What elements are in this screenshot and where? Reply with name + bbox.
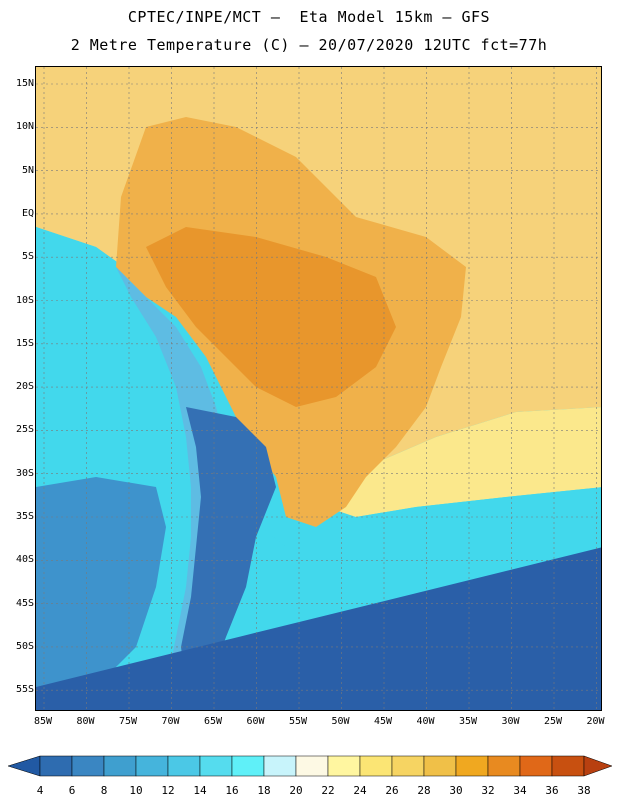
colorbar-tick-label: 36 [545,784,559,797]
lon-label: 70W [161,716,180,727]
colorbar-tick-label: 18 [257,784,271,797]
lon-label: 80W [76,716,95,727]
lat-label: 5N [21,164,34,176]
cool-ocean-band [36,477,166,687]
lat-label: 45S [15,597,34,609]
colorbar-swatch [455,755,489,777]
colorbar-swatch [487,755,521,777]
colorbar-tick-label: 4 [36,784,44,797]
colorbar-tick-label: 26 [385,784,399,797]
colorbar-swatch [391,755,425,777]
lon-label: 60W [246,716,265,727]
lat-label: 30S [15,467,34,479]
colorbar-swatch [295,755,329,777]
colorbar-tick-label: 38 [577,784,591,797]
colorbar-swatch [519,755,553,777]
colorbar-tick-label: 14 [193,784,207,797]
lat-label: 15N [15,78,34,89]
temperature-map [36,67,601,710]
colorbar-swatch [359,755,393,777]
colorbar-swatch [423,755,457,777]
colorbar-min-arrow [7,755,41,777]
colorbar-swatch [231,755,265,777]
colorbar-swatch [135,755,169,777]
warm-ocean-band [326,407,601,517]
lat-label: EQ [21,207,34,219]
temperature-colorbar [7,755,613,777]
lat-label: 25S [15,424,34,436]
lon-label: 35W [458,716,478,727]
colorbar-tick-label: 34 [513,784,527,797]
lon-label: 45W [373,716,393,727]
colorbar-tick-label: 28 [417,784,431,797]
lon-label: 65W [203,716,223,727]
lon-label: 85W [33,716,53,727]
lat-label: 40S [15,554,34,566]
lon-label: 20W [586,716,605,727]
colorbar-tick-label: 32 [481,784,495,797]
lon-label: 40W [416,716,435,727]
lat-label: 50S [15,640,34,652]
lat-label: 10N [15,121,34,133]
lat-label: 5S [21,251,34,263]
lat-label: 35S [15,511,34,522]
lon-label: 50W [331,716,350,727]
lon-label: 25W [543,716,563,727]
lat-label: 55S [15,684,34,696]
lat-label: 20S [15,381,34,393]
colorbar-tick-label: 6 [68,784,76,797]
lon-label: 30W [501,716,520,727]
colorbar-tick-label: 16 [225,784,239,797]
amazon-hot-region [146,227,396,407]
colorbar-swatch [167,755,201,777]
colorbar-tick-label: 10 [129,784,143,797]
lon-label: 55W [288,716,308,727]
colorbar-tick-label: 8 [100,784,108,797]
colorbar-swatch [71,755,105,777]
colorbar-tick-label: 30 [449,784,463,797]
colorbar-tick-label: 12 [161,784,175,797]
colorbar-swatch [199,755,233,777]
colorbar-swatch [263,755,297,777]
colorbar-swatch [39,755,73,777]
colorbar-tick-label: 24 [353,784,367,797]
map-panel [35,66,602,711]
colorbar-swatch [551,755,585,777]
colorbar-swatch [327,755,361,777]
colorbar-max-arrow [583,755,613,777]
colorbar-swatch [103,755,137,777]
cyan-ocean-band [36,227,601,687]
lat-label: 10S [15,294,34,306]
patagonia-region [181,407,276,687]
lon-label: 75W [118,716,138,727]
lat-label: 15S [15,337,34,349]
colorbar-tick-label: 22 [321,784,335,797]
header-title-line1: CPTEC/INPE/MCT – Eta Model 15km – GFS [127,8,491,26]
header-title-line2: 2 Metre Temperature (C) – 20/07/2020 12U… [70,36,548,54]
southern-deep-ocean [36,547,601,710]
colorbar-tick-label: 20 [289,784,303,797]
